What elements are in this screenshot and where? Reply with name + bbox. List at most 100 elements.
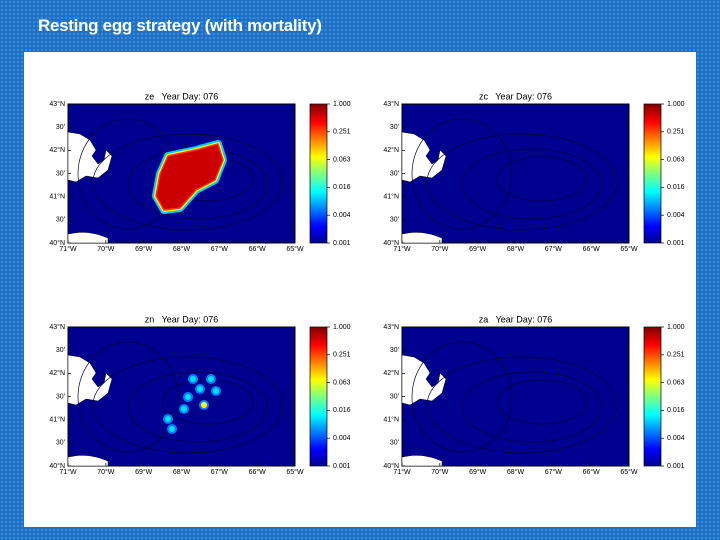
x-tick-label: 65°W: [286, 468, 304, 476]
y-tick-label: 40°N: [49, 239, 65, 247]
x-tick-label: 66°W: [583, 245, 601, 253]
concentration-spot: [208, 376, 214, 382]
y-tick-label: 41°N: [49, 416, 65, 424]
colorbar-tick-label: 1.000: [333, 101, 351, 108]
x-tick-label: 70°W: [97, 468, 115, 476]
coastline: [67, 354, 113, 406]
concentration-field: [155, 143, 224, 211]
colorbar: 1.000 0.251 0.063 0.016 0.004 0.001: [643, 324, 685, 470]
colorbar: 1.000 0.251 0.063 0.016 0.004 0.001: [643, 101, 685, 247]
x-tick-label: 66°W: [249, 468, 267, 476]
coastline: [401, 354, 447, 406]
y-tick-label: 40°N: [383, 239, 399, 247]
x-tick-label: 67°W: [211, 468, 229, 476]
contour: [496, 379, 588, 425]
x-tick-label: 68°W: [173, 468, 191, 476]
x-tick-label: 67°W: [545, 245, 563, 253]
colorbar-tick-label: 0.016: [667, 407, 685, 414]
x-tick-label: 70°W: [431, 468, 449, 476]
x-tick-label: 67°W: [211, 245, 229, 253]
colorbar-tick-label: 0.001: [333, 463, 351, 470]
y-tick-label: 41°N: [49, 193, 65, 201]
colorbar-gradient: [643, 326, 662, 467]
colorbar-tick-label: 1.000: [667, 324, 685, 331]
y-tick-label: 30': [56, 393, 65, 400]
x-tick-label: 70°W: [97, 245, 115, 253]
colorbar-tick-label: 0.251: [333, 352, 351, 359]
panel-title: zc Year Day: 076: [479, 91, 552, 101]
contour: [92, 133, 284, 231]
y-tick-label: 43°N: [383, 323, 399, 331]
colorbar-tick-label: 0.001: [667, 240, 685, 247]
x-tick-label: 65°W: [286, 245, 304, 253]
colorbar-tick-label: 0.063: [333, 379, 351, 386]
y-tick-label: 42°N: [49, 146, 65, 154]
contour: [461, 371, 603, 443]
panel-title: zn Year Day: 076: [145, 314, 219, 324]
concentration-spot: [185, 394, 191, 400]
colorbar-tick-label: 0.016: [667, 184, 685, 191]
x-tick-label: 68°W: [507, 245, 525, 253]
y-tick-label: 30': [390, 393, 399, 400]
colorbar-tick-label: 0.001: [667, 463, 685, 470]
y-tick-label: 30': [56, 347, 65, 354]
concentration-spot: [181, 406, 187, 412]
y-tick-label: 42°N: [383, 369, 399, 377]
map-panel: zc Year Day: 076 71°W 70°W 69°W 68°W 67°W 66°W…: [383, 91, 684, 252]
contour: [127, 371, 269, 443]
colorbar-tick-label: 1.000: [667, 101, 685, 108]
contour: [77, 341, 179, 453]
y-tick-label: 30': [56, 440, 65, 447]
y-tick-label: 43°N: [383, 100, 399, 108]
panel-title: ze Year Day: 076: [145, 91, 219, 101]
map-panel: za Year Day: 076 71°W 70°W 69°W 68°W 67°W 66°W…: [383, 314, 684, 475]
contour: [92, 356, 284, 454]
colorbar-tick-label: 0.063: [667, 156, 685, 163]
x-tick-label: 71°W: [59, 245, 77, 253]
x-tick-label: 68°W: [507, 468, 525, 476]
map-area: [401, 103, 630, 244]
x-tick-label: 70°W: [431, 245, 449, 253]
contour: [411, 341, 513, 453]
x-tick-label: 65°W: [620, 468, 638, 476]
colorbar-tick-label: 0.004: [333, 435, 351, 442]
y-tick-label: 30': [390, 347, 399, 354]
concentration-spot: [201, 402, 207, 408]
x-tick-label: 68°W: [173, 245, 191, 253]
concentration-spot: [197, 386, 203, 392]
x-tick-label: 71°W: [59, 468, 77, 476]
y-tick-label: 30': [56, 217, 65, 224]
x-tick-label: 71°W: [393, 468, 411, 476]
x-tick-label: 69°W: [135, 468, 153, 476]
colorbar-gradient: [309, 326, 328, 467]
colorbar-tick-label: 0.004: [667, 212, 685, 219]
contour: [461, 148, 603, 220]
colorbar: 1.000 0.251 0.063 0.016 0.004 0.001: [309, 324, 351, 470]
contour: [496, 156, 588, 202]
x-tick-label: 69°W: [469, 468, 487, 476]
colorbar-tick-label: 0.004: [333, 212, 351, 219]
concentration-spot: [213, 388, 219, 394]
colorbar-tick-label: 1.000: [333, 324, 351, 331]
colorbar-tick-label: 0.016: [333, 407, 351, 414]
concentration-spot: [190, 376, 196, 382]
concentration-spot: [165, 416, 171, 422]
y-tick-label: 43°N: [49, 100, 65, 108]
x-tick-label: 67°W: [545, 468, 563, 476]
colorbar-gradient: [643, 103, 662, 244]
map-panel: ze Year Day: 076 71°W 70°W 69°W 68°W 67°W 66°W…: [49, 91, 350, 252]
y-tick-label: 30': [390, 124, 399, 131]
coastline: [67, 231, 109, 244]
y-tick-label: 30': [56, 124, 65, 131]
colorbar-tick-label: 0.016: [333, 184, 351, 191]
figure: ze Year Day: 076 71°W 70°W 69°W 68°W 67°W 66°W…: [24, 52, 696, 527]
x-tick-label: 66°W: [249, 245, 267, 253]
colorbar-tick-label: 0.251: [333, 129, 351, 136]
y-tick-label: 30': [390, 440, 399, 447]
colorbar-tick-label: 0.001: [333, 240, 351, 247]
contour: [426, 133, 618, 231]
coastline: [401, 231, 443, 244]
slide-title: Resting egg strategy (with mortality): [38, 16, 322, 35]
coastline: [67, 454, 109, 467]
